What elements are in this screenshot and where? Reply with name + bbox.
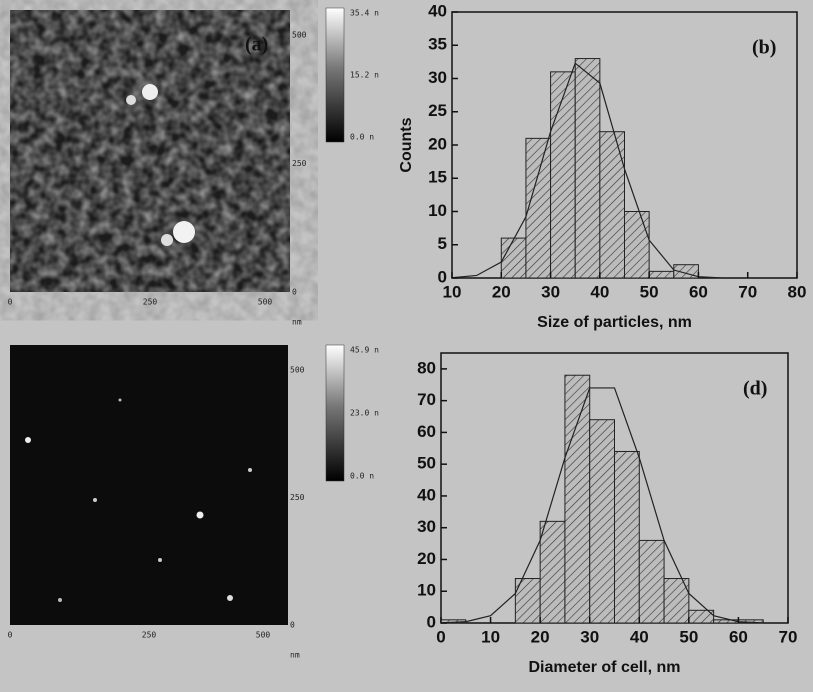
y-tick-label: 60 <box>417 422 436 441</box>
x-tick-label: 20 <box>531 627 550 646</box>
x-tick-label: 0 <box>436 627 445 646</box>
y-tick-label: 50 <box>417 454 436 473</box>
x-tick-label: 40 <box>630 627 649 646</box>
image-label: (a) <box>245 34 268 56</box>
y-tick-label: 30 <box>417 517 436 536</box>
x-tick-label: 0 <box>8 298 13 307</box>
x-tick-label: 60 <box>729 627 748 646</box>
bar <box>624 211 650 279</box>
y-tick-label: 250 <box>290 493 305 502</box>
x-tick-label: 10 <box>481 627 500 646</box>
colorbar-label: 15.2 n <box>350 71 379 80</box>
x-tick-label: 80 <box>788 282 807 301</box>
y-tick-label: 40 <box>428 1 447 20</box>
y-tick-label: 500 <box>290 366 305 375</box>
afm-image <box>10 7 345 292</box>
x-axis-label: Diameter of cell, nm <box>528 659 680 676</box>
bar <box>614 450 640 624</box>
y-tick-label: 70 <box>417 390 436 409</box>
y-tick-label: 20 <box>428 134 447 153</box>
x-tick-label: 30 <box>580 627 599 646</box>
colorbar-label: 35.4 n <box>350 9 379 18</box>
colorbar-label: 45.9 n <box>350 346 379 355</box>
bar <box>599 131 625 279</box>
y-tick-label: 0 <box>292 288 297 297</box>
colorbar-label: 0.0 n <box>350 472 374 481</box>
x-tick-label: 500 <box>256 631 271 640</box>
bar <box>648 270 675 279</box>
panel-label: (b) <box>752 37 776 59</box>
bar <box>574 58 601 279</box>
y-tick-label: 250 <box>292 159 307 168</box>
unit-label: nm <box>292 318 302 327</box>
x-tick-label: 70 <box>779 627 798 646</box>
y-tick-label: 25 <box>428 101 447 120</box>
x-tick-label: 250 <box>142 631 157 640</box>
x-tick-label: 10 <box>443 282 462 301</box>
x-tick-label: 20 <box>492 282 511 301</box>
bar <box>550 71 576 279</box>
y-tick-label: 500 <box>292 31 307 40</box>
unit-label: nm <box>290 651 300 660</box>
x-tick-label: 250 <box>143 298 158 307</box>
y-tick-label: 15 <box>428 168 447 187</box>
bar <box>525 137 552 279</box>
x-axis-label: Size of particles, nm <box>537 314 692 331</box>
x-tick-label: 40 <box>590 282 609 301</box>
y-tick-label: 0 <box>427 612 436 631</box>
afm-image <box>10 344 345 625</box>
x-tick-label: 0 <box>8 631 13 640</box>
bar <box>638 539 665 624</box>
x-tick-label: 50 <box>640 282 659 301</box>
bar <box>564 374 591 624</box>
panel-label: (d) <box>743 378 767 400</box>
y-tick-label: 0 <box>438 267 447 286</box>
x-tick-label: 50 <box>679 627 698 646</box>
fit-curve <box>451 62 724 279</box>
colorbar-label: 0.0 n <box>350 133 374 142</box>
y-tick-label: 30 <box>428 68 447 87</box>
bar <box>688 609 715 624</box>
bar <box>500 237 527 279</box>
x-tick-label: 60 <box>689 282 708 301</box>
y-tick-label: 5 <box>438 234 447 253</box>
x-tick-label: 500 <box>258 298 273 307</box>
y-tick-label: 40 <box>417 485 436 504</box>
y-tick-label: 10 <box>428 201 447 220</box>
y-tick-label: 0 <box>290 621 295 630</box>
y-tick-label: 10 <box>417 581 436 600</box>
x-tick-label: 70 <box>738 282 757 301</box>
x-tick-label: 30 <box>541 282 560 301</box>
y-tick-label: 35 <box>428 35 447 54</box>
bar <box>539 520 566 624</box>
fit-curve <box>440 387 764 624</box>
y-tick-label: 80 <box>417 358 436 377</box>
colorbar-label: 23.0 n <box>350 409 379 418</box>
y-axis-label: Counts <box>398 117 415 172</box>
y-tick-label: 20 <box>417 549 436 568</box>
bar <box>589 419 616 624</box>
